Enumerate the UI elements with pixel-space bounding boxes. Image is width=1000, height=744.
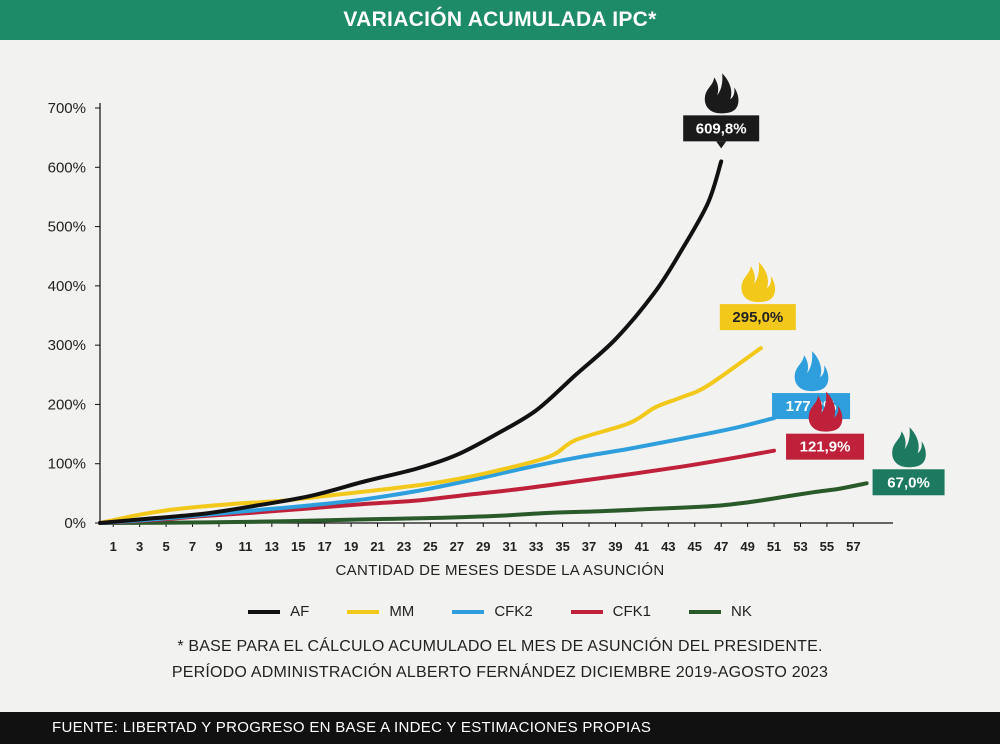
flame-icon (892, 427, 926, 468)
x-tick-label: 43 (661, 539, 675, 554)
x-tick-label: 45 (688, 539, 702, 554)
flame-icon (808, 391, 843, 432)
end-label-box (872, 469, 945, 496)
x-tick-label: 7 (189, 539, 196, 554)
x-tick-label: 11 (239, 539, 253, 554)
chart-series (98, 159, 869, 525)
legend-swatch (248, 609, 281, 614)
chart-end-labels: 609,8%295,0%177,2%121,9%67,0% (683, 73, 945, 496)
x-tick-label: 35 (555, 539, 569, 554)
legend-swatch (452, 609, 485, 614)
flame-icon (741, 262, 776, 303)
x-tick-label: 47 (714, 539, 728, 554)
legend-swatch (689, 609, 721, 614)
end-label-af: 609,8% (683, 73, 760, 149)
legend-item-nk: NK (689, 603, 752, 620)
x-tick-label: 23 (397, 539, 411, 554)
end-label-nk: 67,0% (872, 427, 945, 496)
x-tick-label: 9 (215, 539, 222, 554)
series-line-af (98, 159, 724, 525)
y-tick-label: 0% (64, 515, 86, 532)
x-tick-label: 13 (265, 539, 279, 554)
chart-legend: AF MM CFK2 CFK1 NK (0, 603, 1000, 620)
end-label-text: 121,9% (800, 439, 851, 456)
legend-item-mm: MM (347, 603, 414, 620)
x-tick-label: 27 (450, 539, 464, 554)
y-tick-label: 500% (48, 219, 86, 236)
x-tick-label: 49 (740, 539, 754, 554)
legend-label: AF (290, 603, 310, 620)
legend-label: CFK2 (494, 603, 533, 620)
legend-item-af: AF (248, 603, 309, 620)
note-line-2: PERÍODO ADMINISTRACIÓN ALBERTO FERNÁNDEZ… (171, 664, 829, 681)
x-tick-label: 51 (767, 539, 781, 554)
x-tick-label: 41 (635, 539, 649, 554)
series-line-nk (98, 481, 869, 525)
x-tick-label: 53 (793, 539, 807, 554)
x-tick-label: 15 (291, 539, 305, 554)
end-label-text: 295,0% (732, 309, 783, 326)
y-tick-label: 400% (48, 278, 86, 295)
legend-item-cfk2: CFK2 (452, 603, 533, 620)
end-label-cfk1: 121,9% (786, 391, 865, 460)
note-line-1: * BASE PARA EL CÁLCULO ACUMULADO EL MES … (177, 638, 823, 655)
legend-swatch (347, 609, 380, 614)
y-tick-label: 700% (48, 100, 86, 117)
end-label-pointer (716, 141, 727, 149)
legend-label: NK (731, 603, 752, 620)
source-text: FUENTE: LIBERTAD Y PROGRESO EN BASE A IN… (52, 719, 652, 736)
x-tick-label: 17 (317, 539, 331, 554)
x-tick-label: 29 (476, 539, 490, 554)
end-label-box (719, 304, 796, 331)
end-label-mm: 295,0% (719, 262, 796, 331)
flame-icon (704, 73, 739, 114)
x-tick-label: 19 (344, 539, 358, 554)
y-tick-label: 600% (48, 159, 86, 176)
x-axis-label: CANTIDAD DE MESES DESDE LA ASUNCIÓN (335, 562, 665, 579)
chart-axes: 0%100%200%300%400%500%600%700%1 3 5 7 9 11 13 1… (48, 100, 893, 554)
end-label-box (786, 433, 865, 460)
x-tick-label: 21 (370, 539, 384, 554)
legend-swatch (570, 609, 603, 614)
cpi-line-chart: 0%100%200%300%400%500%600%700%1 3 5 7 9 11 13 1… (48, 73, 945, 554)
x-tick-label: 25 (423, 539, 437, 554)
x-tick-label: 31 (502, 539, 516, 554)
legend-item-cfk1: CFK1 (570, 603, 651, 620)
footer-bar: FUENTE: LIBERTAD Y PROGRESO EN BASE A IN… (0, 712, 1000, 744)
end-label-text: 67,0% (887, 474, 930, 491)
flame-icon (794, 351, 829, 392)
y-tick-label: 200% (48, 396, 86, 413)
end-label-text: 609,8% (696, 120, 747, 137)
y-tick-label: 100% (48, 456, 86, 473)
x-tick-label: 39 (608, 539, 622, 554)
legend-label: MM (389, 603, 415, 620)
x-tick-label: 1 (110, 539, 117, 554)
x-tick-label: 5 (162, 539, 169, 554)
x-tick-label: 33 (529, 539, 543, 554)
x-tick-label: 37 (582, 539, 596, 554)
x-tick-label: 55 (820, 539, 834, 554)
legend-label: CFK1 (612, 603, 651, 620)
series-line-mm (98, 346, 763, 525)
end-label-box (683, 115, 760, 142)
x-tick-label: 3 (136, 539, 143, 554)
y-tick-label: 300% (48, 337, 86, 354)
header-bar: VARIACIÓN ACUMULADA IPC* (0, 0, 1000, 40)
chart-title: VARIACIÓN ACUMULADA IPC* (343, 8, 657, 31)
x-tick-label: 57 (846, 539, 860, 554)
